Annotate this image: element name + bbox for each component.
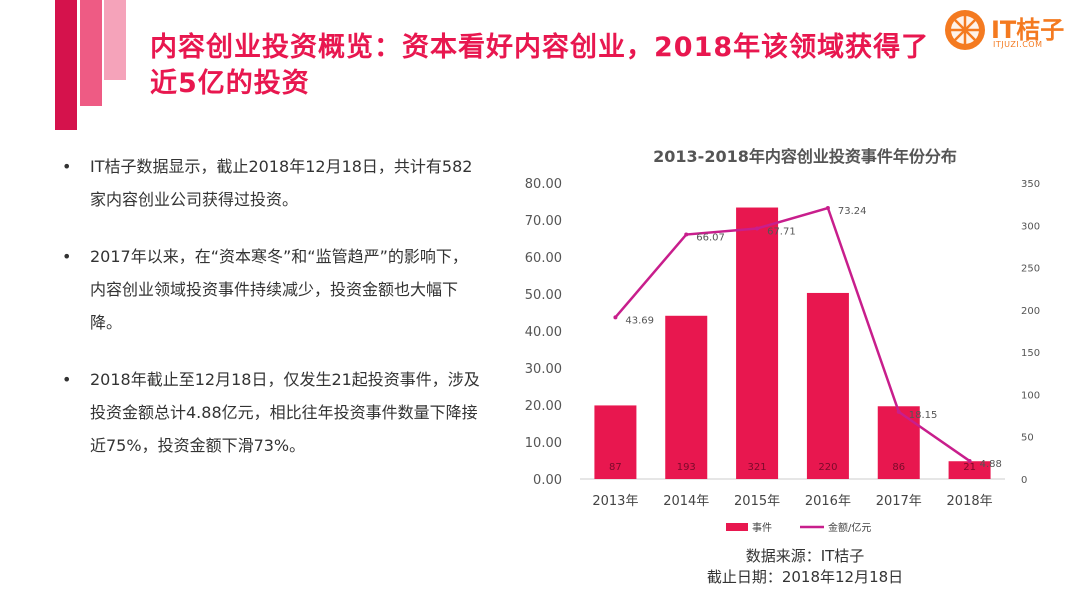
line-point bbox=[896, 409, 901, 414]
bar bbox=[948, 461, 991, 479]
right-axis-tick-label: 350 bbox=[1021, 179, 1040, 190]
bar-data-label: 87 bbox=[609, 462, 622, 473]
line-data-label: 67.71 bbox=[767, 226, 796, 237]
x-axis-tick-label: 2013年 bbox=[592, 494, 638, 509]
bullet-item: • 2018年截止至12月18日，仅发生21起投资事件，涉及投资金额总计4.88… bbox=[62, 363, 482, 462]
line-point bbox=[825, 206, 830, 211]
line-point bbox=[613, 315, 618, 320]
x-axis-tick-label: 2018年 bbox=[947, 494, 993, 509]
left-axis-tick-label: 20.00 bbox=[525, 399, 562, 414]
bullet-item: • 2017年以来，在“资本寒冬”和“监管趋严”的影响下，内容创业领域投资事件持… bbox=[62, 240, 482, 339]
logo-subtext: ITJUZI.COM bbox=[993, 40, 1043, 49]
logo-text: IT桔子 bbox=[991, 16, 1065, 44]
x-axis-tick-label: 2014年 bbox=[663, 494, 709, 509]
bar-data-label: 86 bbox=[892, 462, 905, 473]
line-data-label: 73.24 bbox=[838, 206, 867, 217]
line-data-label: 66.07 bbox=[696, 233, 725, 244]
bullet-text: IT桔子数据显示，截止2018年12月18日，共计有582家内容创业公司获得过投… bbox=[90, 157, 473, 209]
right-axis-tick-label: 0 bbox=[1021, 475, 1027, 486]
right-axis-tick-label: 50 bbox=[1021, 433, 1034, 444]
line-point bbox=[684, 232, 689, 237]
bar-data-label: 21 bbox=[963, 462, 976, 473]
line-series bbox=[614, 206, 971, 462]
legend-label: 金额/亿元 bbox=[828, 521, 871, 534]
x-axis-tick-label: 2017年 bbox=[876, 494, 922, 509]
bar bbox=[594, 405, 637, 479]
bullet-text: 2018年截止至12月18日，仅发生21起投资事件，涉及投资金额总计4.88亿元… bbox=[90, 370, 480, 455]
deco-bar-3 bbox=[104, 0, 126, 80]
left-axis-tick-label: 40.00 bbox=[525, 325, 562, 340]
bullet-marker: • bbox=[62, 247, 72, 266]
left-axis-tick-label: 80.00 bbox=[525, 177, 562, 192]
left-axis-tick-label: 60.00 bbox=[525, 251, 562, 266]
bullet-marker: • bbox=[62, 157, 72, 176]
line-point bbox=[755, 226, 760, 231]
bar bbox=[736, 207, 779, 480]
bullet-marker: • bbox=[62, 370, 72, 389]
right-axis-tick-label: 100 bbox=[1021, 390, 1040, 401]
legend-swatch-bar bbox=[726, 523, 748, 531]
source-text: 数据来源：IT桔子 bbox=[745, 547, 865, 565]
bullet-item: • IT桔子数据显示，截止2018年12月18日，共计有582家内容创业公司获得… bbox=[62, 150, 482, 216]
right-axis-tick-label: 200 bbox=[1021, 306, 1040, 317]
deco-bar-1 bbox=[55, 0, 77, 130]
line-point bbox=[967, 458, 972, 463]
legend-label: 事件 bbox=[752, 521, 772, 534]
left-axis-tick-label: 50.00 bbox=[525, 288, 562, 303]
bar-data-label: 220 bbox=[818, 462, 837, 473]
logo: IT桔子 ITJUZI.COM bbox=[945, 10, 1075, 52]
left-axis-tick-label: 0.00 bbox=[533, 473, 562, 488]
line-data-label: 4.88 bbox=[980, 459, 1002, 470]
x-axis-tick-label: 2015年 bbox=[734, 494, 780, 509]
x-axis-tick-label: 2016年 bbox=[805, 494, 851, 509]
source-note: 数据来源：IT桔子 截止日期：2018年12月18日 bbox=[520, 546, 1080, 588]
bullet-list: • IT桔子数据显示，截止2018年12月18日，共计有582家内容创业公司获得… bbox=[62, 150, 482, 486]
bar bbox=[877, 406, 920, 479]
right-axis-tick-label: 150 bbox=[1021, 348, 1040, 359]
bar-data-label: 321 bbox=[748, 462, 767, 473]
line-data-label: 43.69 bbox=[625, 315, 654, 326]
left-axis-tick-label: 30.00 bbox=[525, 362, 562, 377]
bullet-text: 2017年以来，在“资本寒冬”和“监管趋严”的影响下，内容创业领域投资事件持续减… bbox=[90, 247, 468, 332]
page-title: 内容创业投资概览：资本看好内容创业，2018年该领域获得了近5亿的投资 bbox=[150, 32, 930, 99]
right-axis-tick-label: 300 bbox=[1021, 221, 1040, 232]
bar bbox=[806, 292, 849, 479]
right-axis-tick-label: 250 bbox=[1021, 264, 1040, 275]
cutoff-date: 截止日期：2018年12月18日 bbox=[706, 568, 904, 586]
orange-slice-icon bbox=[945, 10, 985, 50]
line-data-label: 18.15 bbox=[909, 410, 938, 421]
chart-title: 2013-2018年内容创业投资事件年份分布 bbox=[653, 147, 957, 166]
bar-data-label: 193 bbox=[677, 462, 696, 473]
left-axis-tick-label: 10.00 bbox=[525, 436, 562, 451]
bar bbox=[665, 315, 708, 479]
left-axis-tick-label: 70.00 bbox=[525, 214, 562, 229]
deco-bar-2 bbox=[80, 0, 102, 106]
